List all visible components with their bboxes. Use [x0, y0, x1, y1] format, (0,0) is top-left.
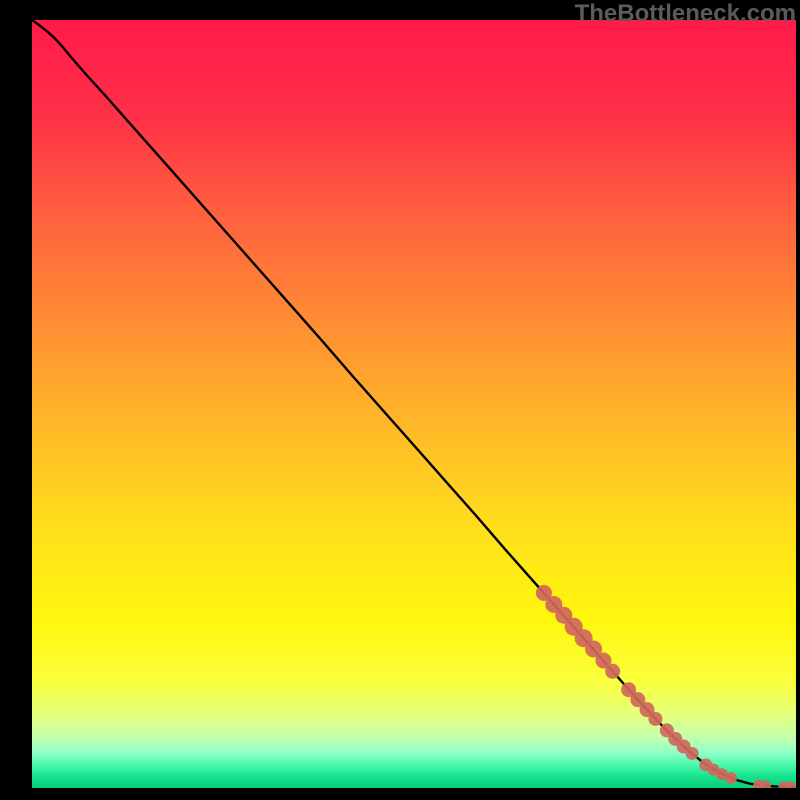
scatter-point	[725, 772, 737, 784]
scatter-point	[686, 747, 699, 760]
scatter-point	[605, 664, 620, 679]
scatter-layer	[32, 20, 796, 788]
plot-area	[32, 20, 796, 788]
stage: TheBottleneck.com	[0, 0, 800, 800]
scatter-point	[648, 712, 662, 726]
